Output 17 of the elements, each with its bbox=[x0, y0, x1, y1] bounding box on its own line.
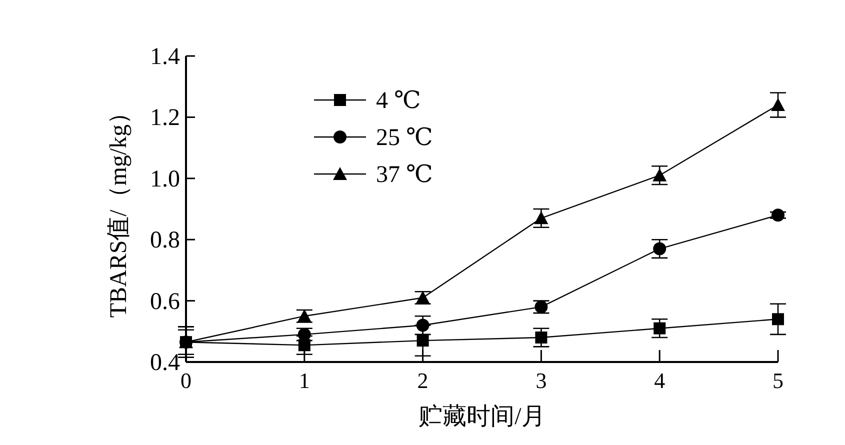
x-tick-label: 2 bbox=[417, 368, 428, 393]
x-tick-label: 5 bbox=[772, 368, 784, 393]
legend-label: 37 ℃ bbox=[376, 162, 433, 188]
y-tick-label: 0.4 bbox=[150, 350, 180, 376]
x-tick-label: 3 bbox=[536, 368, 547, 393]
legend-label: 25 ℃ bbox=[376, 125, 433, 151]
x-tick-label: 4 bbox=[654, 368, 666, 393]
y-tick-label: 1.0 bbox=[150, 166, 180, 192]
y-axis-title: TBARS值/（mg/kg） bbox=[106, 100, 132, 318]
x-axis-title: 贮藏时间/月 bbox=[418, 404, 546, 430]
y-tick-label: 1.4 bbox=[150, 44, 180, 70]
x-tick-label: 1 bbox=[298, 368, 310, 393]
x-tick-label: 0 bbox=[180, 368, 192, 393]
y-tick-label: 0.6 bbox=[150, 288, 180, 315]
y-tick-label: 0.8 bbox=[150, 228, 180, 254]
legend-label: 4 ℃ bbox=[376, 88, 421, 114]
y-tick-label: 1.2 bbox=[150, 105, 180, 132]
